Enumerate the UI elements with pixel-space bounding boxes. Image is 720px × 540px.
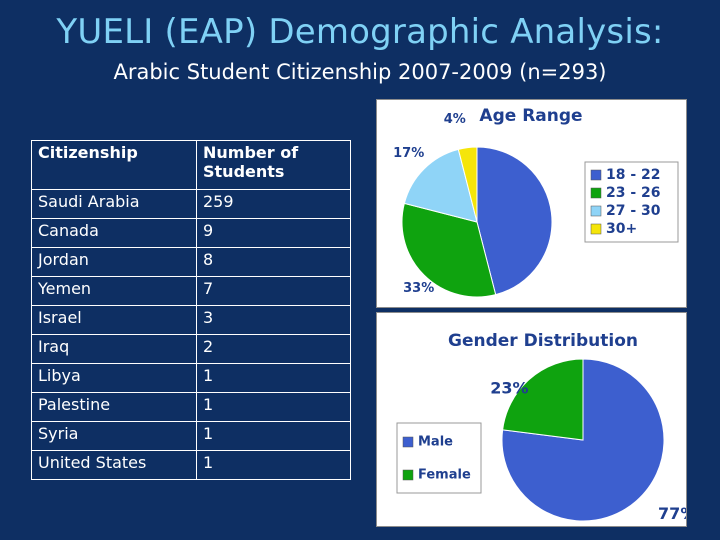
slice-label: 33% (403, 281, 434, 296)
legend-label: 23 - 26 (606, 185, 661, 201)
pie-slice-female (502, 358, 584, 441)
slide-subtitle: Arabic Student Citizenship 2007-2009 (n=… (113, 60, 607, 84)
table-row: Saudi Arabia 259 (31, 189, 351, 219)
student-count-cell: 3 (196, 305, 351, 335)
table-row: Yemen 7 (31, 276, 351, 306)
table-row: United States 1 (31, 450, 351, 480)
citizenship-cell: Canada (31, 218, 197, 248)
slice-label: 4% (444, 112, 466, 127)
student-count-cell: 9 (196, 218, 351, 248)
legend-swatch (590, 205, 602, 217)
table-row: Canada 9 (31, 218, 351, 248)
student-count-cell: 7 (196, 276, 351, 306)
pie-slice-27-30 (403, 148, 478, 223)
student-count-cell: 1 (196, 450, 351, 480)
legend-swatch (590, 223, 602, 235)
legend-label: 18 - 22 (606, 167, 661, 183)
table-row: Iraq 2 (31, 334, 351, 364)
student-count-cell: 1 (196, 421, 351, 451)
pie-slice-18-22 (476, 146, 553, 296)
citizenship-cell: Saudi Arabia (31, 189, 197, 219)
chart-title: Age Range (479, 106, 582, 126)
student-count-cell: 1 (196, 392, 351, 422)
legend-label: 30+ (606, 221, 637, 237)
legend-swatch (402, 469, 414, 481)
header-number-of-students: Number of Students (196, 140, 351, 190)
table-row: Syria 1 (31, 421, 351, 451)
student-count-cell: 1 (196, 363, 351, 393)
pie-slice-30 (457, 146, 478, 223)
gender-distribution-chart: Gender Distribution 77% 23% Male Female (396, 331, 686, 523)
legend-label: Female (418, 468, 471, 483)
citizenship-cell: Yemen (31, 276, 197, 306)
slice-label: 17% (393, 146, 424, 161)
citizenship-cell: Jordan (31, 247, 197, 277)
table-row: Palestine 1 (31, 392, 351, 422)
legend-swatch (402, 436, 414, 448)
student-count-cell: 2 (196, 334, 351, 364)
table-header-row: Citizenship Number of Students (31, 140, 351, 190)
chart-title: Gender Distribution (448, 331, 638, 351)
student-count-cell: 8 (196, 247, 351, 277)
citizenship-cell: Iraq (31, 334, 197, 364)
table-row: Jordan 8 (31, 247, 351, 277)
header-citizenship: Citizenship (31, 140, 197, 190)
legend-swatch (590, 187, 602, 199)
citizenship-cell: Libya (31, 363, 197, 393)
citizenship-table: Citizenship Number of Students Saudi Ara… (31, 140, 351, 480)
legend-box (396, 422, 482, 494)
legend-swatch (590, 169, 602, 181)
table-row: Israel 3 (31, 305, 351, 335)
citizenship-cell: Israel (31, 305, 197, 335)
slide-title: YUELI (EAP) Demographic Analysis: (56, 12, 664, 52)
slice-label: 77% (658, 504, 686, 523)
table-row: Libya 1 (31, 363, 351, 393)
citizenship-cell: Syria (31, 421, 197, 451)
pie-slice-23-26 (401, 202, 497, 298)
slice-label: 23% (490, 379, 528, 398)
citizenship-cell: United States (31, 450, 197, 480)
student-count-cell: 259 (196, 189, 351, 219)
gender-chart-panel: Gender Distribution 77% 23% Male Female (376, 312, 687, 527)
legend-label: Male (418, 435, 453, 450)
legend-label: 27 - 30 (606, 203, 661, 219)
citizenship-cell: Palestine (31, 392, 197, 422)
